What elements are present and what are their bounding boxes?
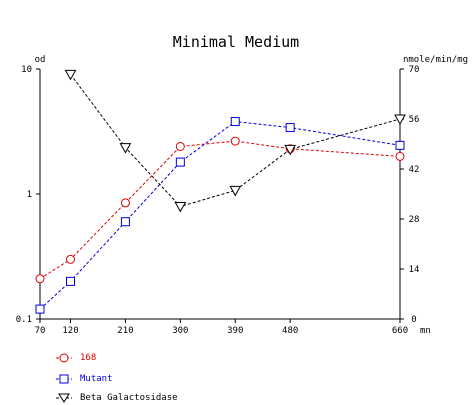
y-right-tick-label: 0 bbox=[411, 315, 416, 325]
chart-axes: od 0.1 1 10 nmole/min/mg 0 14 28 42 56 70 70 120 210 3… bbox=[16, 55, 468, 336]
legend-label-mutant: Mutant bbox=[80, 374, 113, 384]
series-line bbox=[39, 121, 401, 310]
y-left-tick-label: 10 bbox=[21, 65, 32, 75]
chart-series bbox=[35, 69, 406, 314]
legend-triangle-marker bbox=[56, 393, 72, 403]
x-tick-label: 70 bbox=[35, 326, 46, 336]
data-point-triangle bbox=[64, 69, 77, 81]
x-tick-label: 120 bbox=[62, 326, 78, 336]
series-line bbox=[39, 140, 401, 280]
x-axis-unit: mn bbox=[420, 326, 431, 336]
data-point-triangle bbox=[394, 114, 406, 126]
data-point-circle bbox=[230, 136, 240, 146]
x-tick-label: 390 bbox=[227, 326, 243, 336]
data-point-circle bbox=[35, 274, 45, 284]
legend-square-marker bbox=[56, 374, 72, 384]
legend-circle-marker bbox=[56, 353, 72, 363]
data-point-square bbox=[35, 304, 45, 314]
data-point-triangle bbox=[119, 143, 132, 154]
series-line bbox=[70, 74, 401, 208]
data-point-circle bbox=[395, 151, 405, 161]
series-beta-galactosidase bbox=[64, 69, 406, 213]
data-point-square bbox=[285, 123, 295, 133]
data-point-square bbox=[120, 217, 130, 227]
legend-label-beta-galactosidase: Beta Galactosidase bbox=[80, 393, 178, 403]
x-tick-label: 210 bbox=[117, 326, 133, 336]
y-left-tick-label: 0.1 bbox=[16, 315, 32, 325]
data-point-triangle bbox=[174, 202, 187, 213]
legend-item-mutant: Mutant bbox=[56, 372, 113, 386]
x-tick-label: 300 bbox=[172, 326, 188, 336]
data-point-triangle bbox=[284, 144, 297, 156]
y-axis-right-label: nmole/min/mg bbox=[403, 55, 468, 65]
y-right-tick-label: 70 bbox=[409, 65, 420, 75]
data-point-circle bbox=[66, 254, 76, 264]
legend-item-beta-galactosidase: Beta Galactosidase bbox=[56, 391, 178, 405]
y-left-tick-label: 1 bbox=[27, 190, 32, 200]
x-tick-label: 660 bbox=[392, 326, 408, 336]
legend-item-168: 168 bbox=[56, 351, 96, 365]
legend-label-168: 168 bbox=[80, 353, 97, 363]
y-right-tick-label: 56 bbox=[409, 115, 420, 125]
data-point-circle bbox=[120, 198, 130, 208]
data-point-circle bbox=[175, 141, 185, 151]
y-right-tick-label: 42 bbox=[409, 165, 420, 175]
series-mutant bbox=[35, 117, 405, 314]
x-tick-label: 480 bbox=[282, 326, 298, 336]
y-axis-left-label: od bbox=[35, 55, 46, 65]
data-point-square bbox=[175, 157, 185, 167]
data-point-square bbox=[230, 117, 240, 127]
data-point-triangle bbox=[229, 185, 242, 197]
data-point-square bbox=[66, 276, 76, 286]
y-right-tick-label: 14 bbox=[409, 265, 420, 275]
chart-title: Minimal Medium bbox=[173, 33, 299, 51]
y-right-tick-label: 28 bbox=[409, 215, 420, 225]
data-point-square bbox=[395, 140, 405, 150]
series-168 bbox=[35, 136, 405, 284]
